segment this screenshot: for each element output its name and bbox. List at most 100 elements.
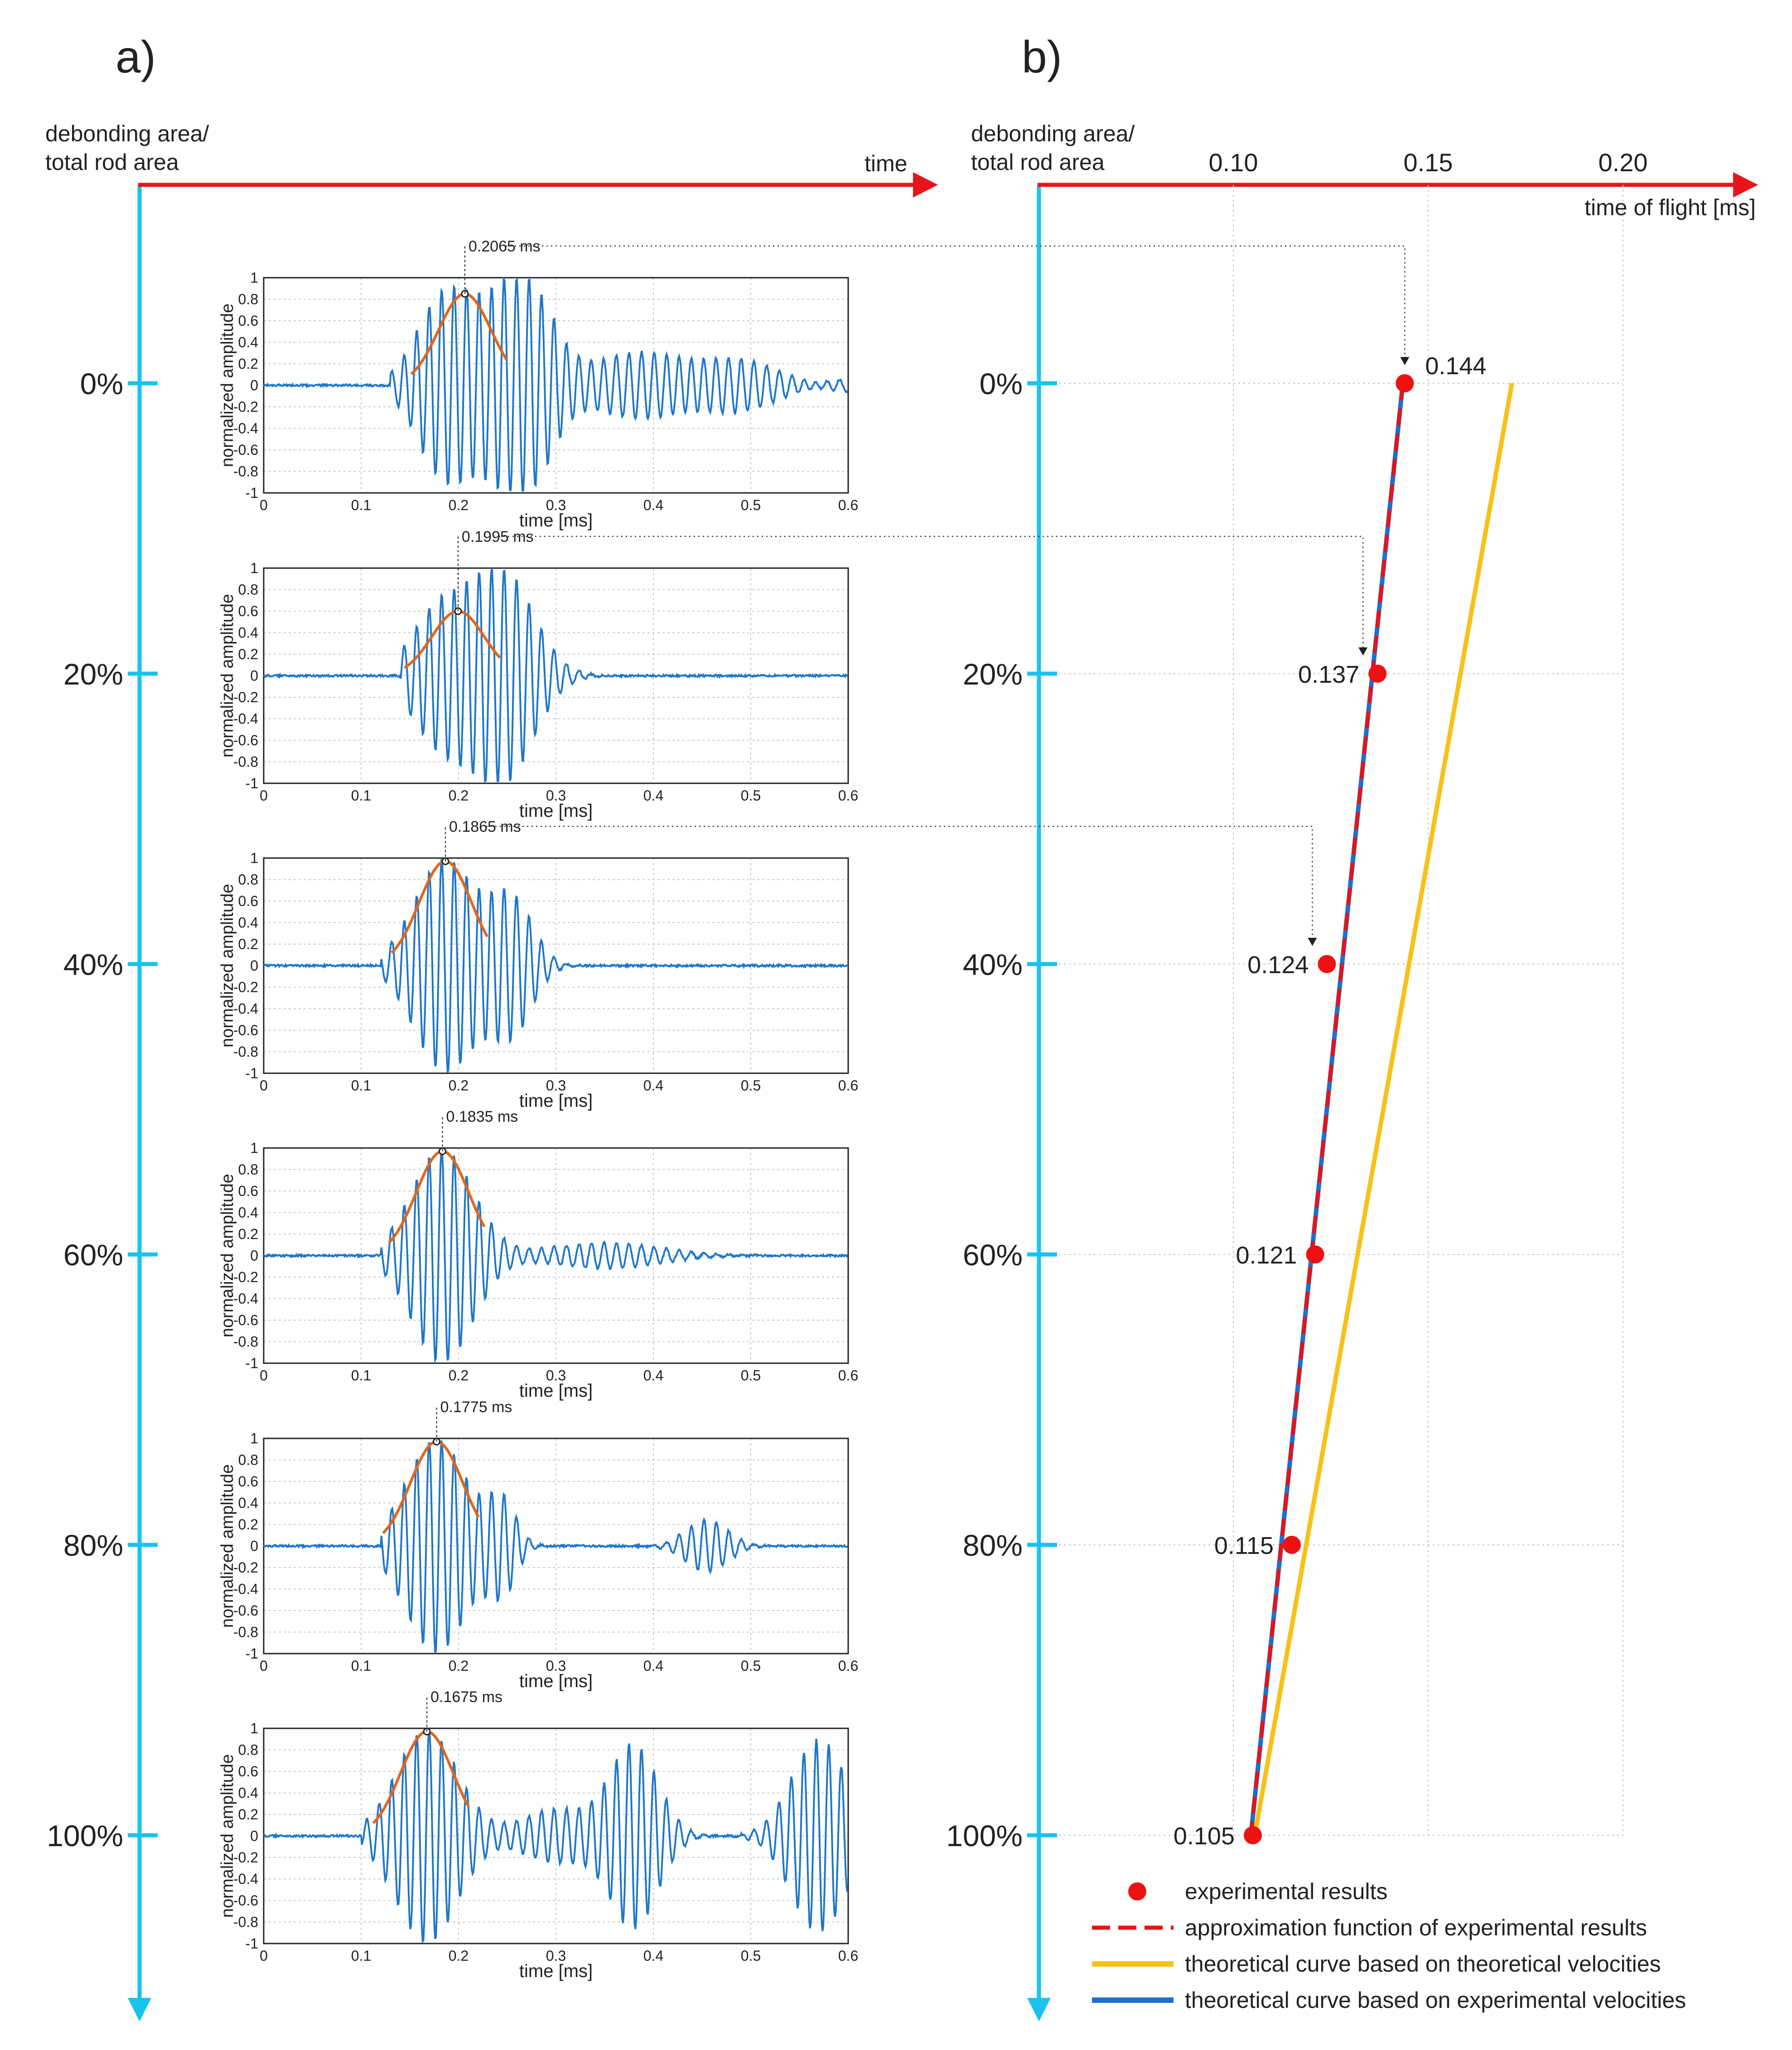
- y-tick-label: 0.6: [238, 313, 258, 329]
- y-tick-label: -0.4: [233, 1001, 258, 1017]
- y-axis-label: normalized amplitude: [218, 1174, 237, 1337]
- x-tick-label: 0: [260, 1367, 268, 1384]
- y-tick-label: 0.6: [238, 1473, 258, 1490]
- signal-plot-80%: 0 0.1 0.2 0.3 0.4 0.5 0.6 1 0.8 0.6 0.4 0.2 0 -0.2 -0.…: [218, 1399, 858, 1691]
- x-tick-label: 0.2: [449, 787, 469, 804]
- x-tick-label: 0.3: [546, 787, 566, 804]
- x-tick-label: 0.2: [449, 1367, 469, 1384]
- tof-line-line: [1252, 383, 1514, 1836]
- y-tick-label: -0.8: [233, 754, 258, 770]
- y-tick-label: 0.8: [238, 1162, 258, 1178]
- x-tick-label: 0.4: [643, 1658, 663, 1674]
- tof-row-label: 60%: [963, 1238, 1023, 1272]
- y-tick-label: -0.6: [233, 1022, 258, 1038]
- panel-a-vaxis-label-2: total rod area: [45, 150, 179, 175]
- experimental-point: [1306, 1245, 1324, 1264]
- y-tick-label: 0.2: [238, 936, 258, 952]
- signal-waveform: [263, 1729, 849, 1944]
- x-axis-label: time [ms]: [519, 1961, 593, 1981]
- x-tick-label: 0.5: [741, 787, 761, 804]
- y-tick-label: -0.6: [233, 1312, 258, 1328]
- y-tick-label: -1: [246, 1065, 258, 1081]
- experimental-point-label: 0.124: [1247, 951, 1309, 979]
- y-tick-label: -0.2: [233, 399, 258, 415]
- y-tick-label: 0.4: [238, 1495, 258, 1511]
- x-tick-label: 0.5: [741, 1077, 761, 1094]
- y-tick-label: -1: [246, 1645, 258, 1662]
- signal-plot-60%: 0 0.1 0.2 0.3 0.4 0.5 0.6 1 0.8 0.6 0.4 0.2 0 -0.2 -0.…: [218, 1108, 858, 1401]
- legend-label: theoretical curve based on experimental …: [1185, 1987, 1686, 2013]
- connector-line: [498, 535, 1364, 656]
- x-tick-label: 0.1: [351, 787, 371, 804]
- x-tick-label: 0.4: [643, 787, 663, 804]
- x-axis-label: time [ms]: [519, 1671, 593, 1691]
- x-tick-label: 0.4: [643, 1948, 663, 1964]
- x-tick-label: 0.2: [449, 1077, 469, 1094]
- y-tick-label: 0.6: [238, 1183, 258, 1199]
- y-axis-label: normalized amplitude: [218, 594, 237, 757]
- y-tick-label: 1: [250, 1720, 258, 1736]
- signal-envelope: [388, 1150, 486, 1244]
- y-tick-label: -0.2: [233, 1269, 258, 1285]
- signal-subplots: 0% 20% 40% 60% 80% 100% 0 0.1 0.2 0.3 0.4 0.5 0.6 1 0.…: [47, 238, 858, 1981]
- y-tick-label: 0: [250, 668, 258, 684]
- legend-marker-points: [1128, 1882, 1146, 1900]
- tof-row-label: 100%: [946, 1819, 1023, 1852]
- x-tick-label: 0.4: [643, 1367, 663, 1384]
- signal-plot-40%: 0 0.1 0.2 0.3 0.4 0.5 0.6 1 0.8 0.6 0.4 0.2 0 -0.2 -0.…: [218, 818, 858, 1111]
- signal-waveform: [263, 276, 849, 492]
- experimental-point: [1396, 374, 1414, 392]
- x-axis-label: time [ms]: [519, 801, 593, 821]
- tof-row-label: 40%: [963, 948, 1023, 981]
- x-tick-label: 0.4: [643, 497, 663, 513]
- x-tick-label: 0: [260, 497, 268, 513]
- x-tick-label: 0.3: [546, 1367, 566, 1384]
- y-tick-label: 0.4: [238, 625, 258, 641]
- y-tick-label: 0.4: [238, 915, 258, 931]
- x-tick-label: 0.6: [838, 497, 858, 513]
- x-tick-label: 0.5: [741, 1658, 761, 1674]
- y-axis-label: normalized amplitude: [218, 304, 237, 467]
- connector-arrowhead: [1308, 938, 1317, 946]
- signal-envelope: [382, 1440, 480, 1534]
- y-tick-label: -0.2: [233, 689, 258, 705]
- tof-tick-label: 0.15: [1404, 148, 1453, 177]
- connector-arrowhead: [1358, 647, 1368, 656]
- legend-label: experimental results: [1185, 1879, 1387, 1904]
- y-tick-label: -0.2: [233, 979, 258, 995]
- tof-row-label: 0%: [980, 367, 1023, 400]
- panel-b-xlabel: time of flight [ms]: [1584, 195, 1756, 220]
- connector-line: [505, 245, 1406, 365]
- x-axis-label: time [ms]: [519, 511, 593, 531]
- y-tick-label: -1: [246, 485, 258, 501]
- legend-label: approximation function of experimental r…: [1185, 1915, 1647, 1940]
- y-tick-label: -0.8: [233, 1914, 258, 1930]
- x-tick-label: 0.3: [546, 1948, 566, 1964]
- y-axis-label: normalized amplitude: [218, 1754, 237, 1918]
- panel-a-time-label: time: [865, 151, 907, 176]
- panel-a-pct-label: 80%: [63, 1529, 123, 1562]
- signal-waveform: [263, 1440, 848, 1653]
- tof-row-label: 20%: [963, 657, 1023, 691]
- tof-line-dashed-line: [1249, 383, 1405, 1836]
- x-tick-label: 0.1: [351, 1077, 371, 1094]
- experimental-point-label: 0.144: [1425, 352, 1486, 380]
- peak-time-label: 0.1675 ms: [430, 1688, 502, 1706]
- y-tick-label: 0.2: [238, 1516, 258, 1533]
- x-tick-label: 0.1: [351, 1658, 371, 1674]
- y-tick-label: 1: [250, 560, 258, 576]
- experimental-point: [1283, 1536, 1301, 1554]
- x-tick-label: 0: [260, 1948, 268, 1964]
- legend: experimental results approximation functi…: [1092, 1879, 1686, 2013]
- y-tick-label: 0.8: [238, 291, 258, 308]
- panel-a-axes: [128, 172, 938, 2021]
- panel-a-pct-label: 100%: [47, 1819, 123, 1852]
- y-tick-label: 0: [250, 1248, 258, 1264]
- y-tick-label: 0.8: [238, 872, 258, 888]
- y-axis-label: normalized amplitude: [218, 1464, 237, 1628]
- x-tick-label: 0.3: [546, 1077, 566, 1094]
- y-tick-label: -0.2: [233, 1849, 258, 1866]
- y-tick-label: 0.6: [238, 603, 258, 619]
- signal-envelope: [372, 1730, 470, 1824]
- y-tick-label: -0.8: [233, 1624, 258, 1640]
